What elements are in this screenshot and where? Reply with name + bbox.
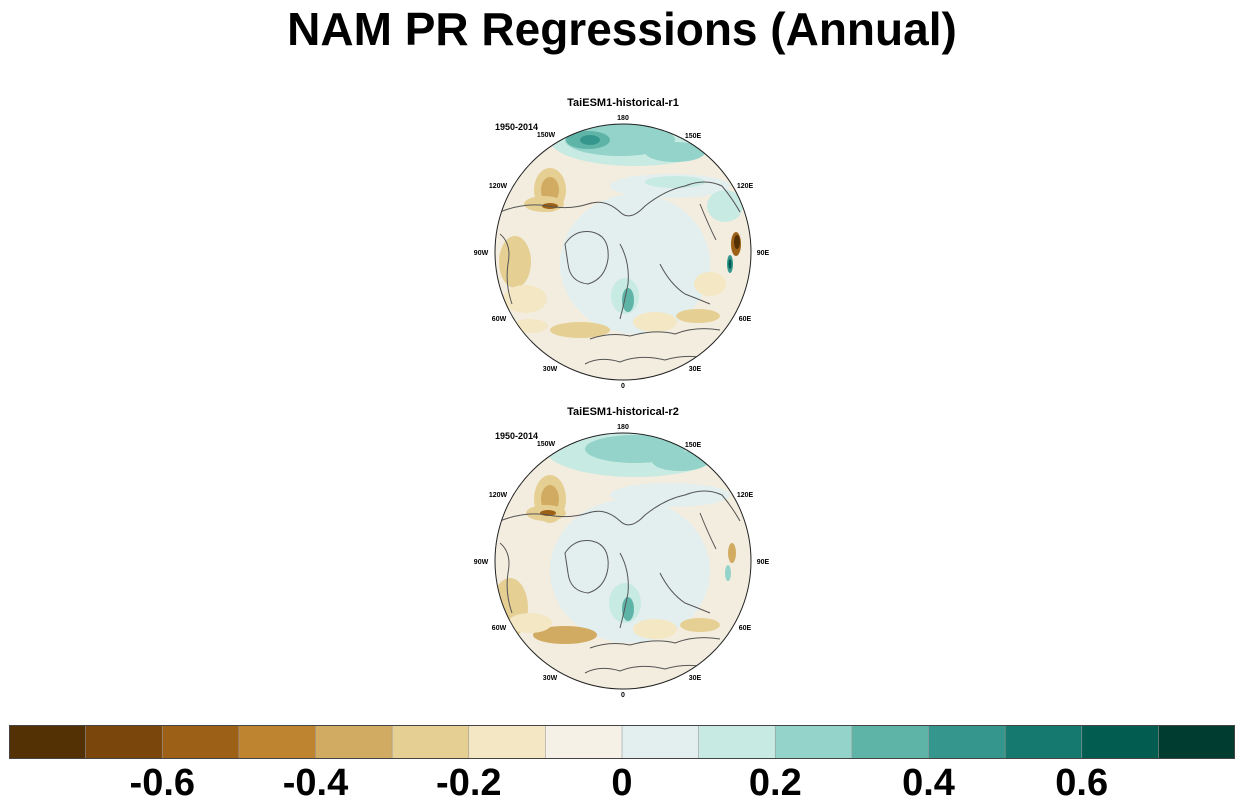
coastlines xyxy=(499,181,741,365)
colorbar-border xyxy=(9,725,1235,759)
svg-text:30E: 30E xyxy=(689,675,702,682)
svg-text:90W: 90W xyxy=(474,559,489,566)
svg-text:60W: 60W xyxy=(492,625,507,632)
svg-text:0: 0 xyxy=(621,383,625,390)
colorbar-swatch xyxy=(545,725,623,759)
svg-text:150W: 150W xyxy=(537,441,556,448)
colorbar-swatch xyxy=(468,725,547,759)
colorbar-tick-label: 0.6 xyxy=(1055,762,1109,804)
svg-text:90E: 90E xyxy=(757,250,770,257)
panel-title: TaiESM1-historical-r1 xyxy=(567,97,679,109)
longitude-labels: 180 150E 120E 90E 60E 30E 0 30W 60W 90W … xyxy=(474,424,770,699)
svg-text:120E: 120E xyxy=(737,492,754,499)
colorbar-swatch xyxy=(928,725,1006,759)
colorbar-tick-label: 0.4 xyxy=(902,762,955,804)
svg-text:150E: 150E xyxy=(685,133,702,140)
map-panel-r2: TaiESM1-historical-r2 1950-2014 xyxy=(470,403,775,703)
panel-title: TaiESM1-historical-r2 xyxy=(567,406,679,418)
colorbar-tick-labels: -0.6 -0.4 -0.2 0 0.2 0.4 0.6 xyxy=(0,762,1244,806)
map-panel-r1: TaiESM1-historical-r1 1950-2014 xyxy=(470,94,775,394)
colorbar-tick-label: -0.4 xyxy=(282,762,349,804)
svg-text:0: 0 xyxy=(621,692,625,699)
colorbar-swatch xyxy=(774,725,853,759)
svg-text:120W: 120W xyxy=(489,492,508,499)
svg-text:90E: 90E xyxy=(757,559,770,566)
svg-text:150W: 150W xyxy=(537,132,556,139)
svg-text:120W: 120W xyxy=(489,183,508,190)
colorbar-swatch xyxy=(1081,725,1160,759)
svg-text:30E: 30E xyxy=(689,366,702,373)
svg-text:150E: 150E xyxy=(685,442,702,449)
map-boundary xyxy=(494,123,752,381)
page-title: NAM PR Regressions (Annual) xyxy=(287,3,957,55)
svg-text:30W: 30W xyxy=(543,366,558,373)
colorbar-tick-label: -0.6 xyxy=(129,762,196,804)
colorbar-swatch xyxy=(9,725,87,759)
coastlines xyxy=(499,490,741,674)
colorbar-swatch xyxy=(1004,725,1083,759)
colorbar-swatch xyxy=(85,725,164,759)
period-label: 1950-2014 xyxy=(495,431,538,441)
svg-text:180: 180 xyxy=(617,424,629,431)
colorbar-swatch xyxy=(851,725,930,759)
svg-text:180: 180 xyxy=(617,115,629,122)
colorbar-swatch xyxy=(1158,725,1235,759)
colorbar-swatch xyxy=(238,725,317,759)
svg-text:120E: 120E xyxy=(737,183,754,190)
polar-map-r1: TaiESM1-historical-r1 1950-2014 xyxy=(474,97,770,390)
colorbar-swatch xyxy=(698,725,777,759)
colorbar-tick-label: 0 xyxy=(611,762,633,804)
svg-text:90W: 90W xyxy=(474,250,489,257)
colorbar-swatch xyxy=(621,725,700,759)
colorbar-swatch xyxy=(315,725,393,759)
colorbar-swatch xyxy=(161,725,240,759)
svg-text:60W: 60W xyxy=(492,316,507,323)
svg-text:60E: 60E xyxy=(739,625,752,632)
precip-field xyxy=(495,124,751,380)
colorbar-swatch xyxy=(391,725,470,759)
colorbar-tick-label: -0.2 xyxy=(436,762,502,804)
colorbar xyxy=(9,725,1235,759)
polar-map-r2: TaiESM1-historical-r2 1950-2014 xyxy=(474,406,770,699)
colorbar-tick-label: 0.2 xyxy=(748,762,802,804)
svg-text:30W: 30W xyxy=(543,675,558,682)
period-label: 1950-2014 xyxy=(495,122,538,132)
svg-text:60E: 60E xyxy=(739,316,752,323)
longitude-labels: 180 150E 120E 90E 60E 30E 0 30W 60W 90W … xyxy=(474,115,770,390)
map-boundary xyxy=(494,432,752,690)
